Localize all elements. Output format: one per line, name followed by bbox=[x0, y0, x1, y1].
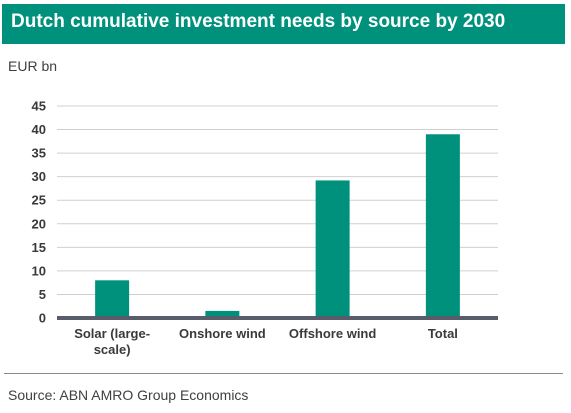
x-tick-label: scale) bbox=[94, 342, 131, 357]
bar bbox=[425, 134, 460, 318]
x-tick-label: Total bbox=[428, 326, 458, 341]
y-tick-label: 15 bbox=[32, 240, 46, 255]
title-bar: Dutch cumulative investment needs by sou… bbox=[2, 4, 565, 44]
y-axis-unit-label: EUR bn bbox=[8, 58, 58, 74]
bar bbox=[205, 310, 240, 318]
x-tick-label: Onshore wind bbox=[179, 326, 266, 341]
bar bbox=[315, 180, 350, 318]
chart-title: Dutch cumulative investment needs by sou… bbox=[11, 11, 506, 32]
y-tick-label: 5 bbox=[39, 287, 46, 302]
y-tick-label: 0 bbox=[39, 311, 46, 326]
y-tick-label: 45 bbox=[32, 99, 46, 114]
source-note: Source: ABN AMRO Group Economics bbox=[8, 387, 249, 403]
footer-divider bbox=[4, 373, 563, 374]
y-tick-label: 20 bbox=[32, 216, 46, 231]
y-tick-label: 10 bbox=[32, 263, 46, 278]
y-tick-label: 30 bbox=[32, 169, 46, 184]
y-tick-label: 40 bbox=[32, 122, 46, 137]
x-tick-label: Solar (large- bbox=[74, 326, 150, 341]
x-tick-label: Offshore wind bbox=[289, 326, 376, 341]
y-tick-label: 35 bbox=[32, 146, 46, 161]
bar bbox=[95, 280, 130, 318]
y-tick-label: 25 bbox=[32, 193, 46, 208]
